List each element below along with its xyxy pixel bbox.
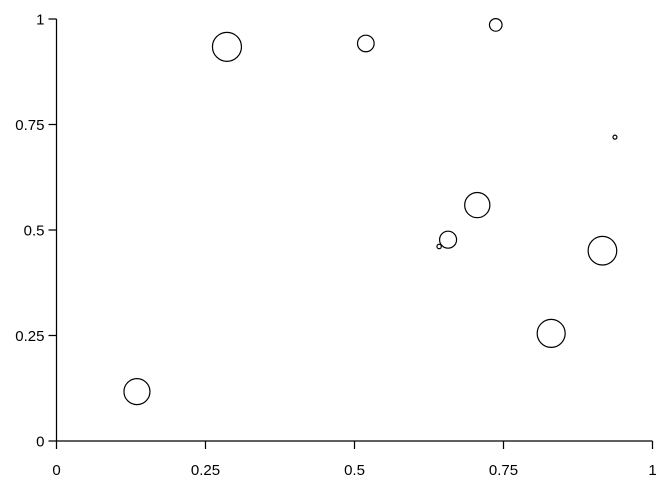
x-tick-label: 0.75: [489, 462, 518, 479]
data-point: [536, 318, 566, 348]
tick-labels: 0 0.25 0.5 0.75 1 0 0.25 0.5 0.75 1: [15, 11, 656, 479]
x-tick-label: 1: [648, 462, 656, 479]
y-tick-label: 0.75: [15, 117, 44, 134]
data-point: [123, 378, 151, 406]
y-tick-label: 0.5: [24, 222, 45, 239]
data-point: [211, 31, 243, 62]
data-point: [587, 235, 618, 266]
data-point: [464, 191, 491, 219]
x-tick-label: 0: [52, 462, 60, 479]
x-tick-label: 0.25: [191, 462, 220, 479]
x-tick-label: 0.5: [344, 462, 365, 479]
data-points: [123, 18, 618, 406]
data-point: [488, 18, 503, 32]
data-point: [356, 34, 375, 53]
y-tick-label: 1: [36, 11, 44, 28]
data-point: [612, 134, 618, 140]
y-tick-label: 0.25: [15, 328, 44, 345]
data-point: [436, 243, 442, 250]
y-tick-label: 0: [36, 433, 44, 450]
axes: [48, 18, 654, 449]
data-point: [438, 230, 458, 249]
